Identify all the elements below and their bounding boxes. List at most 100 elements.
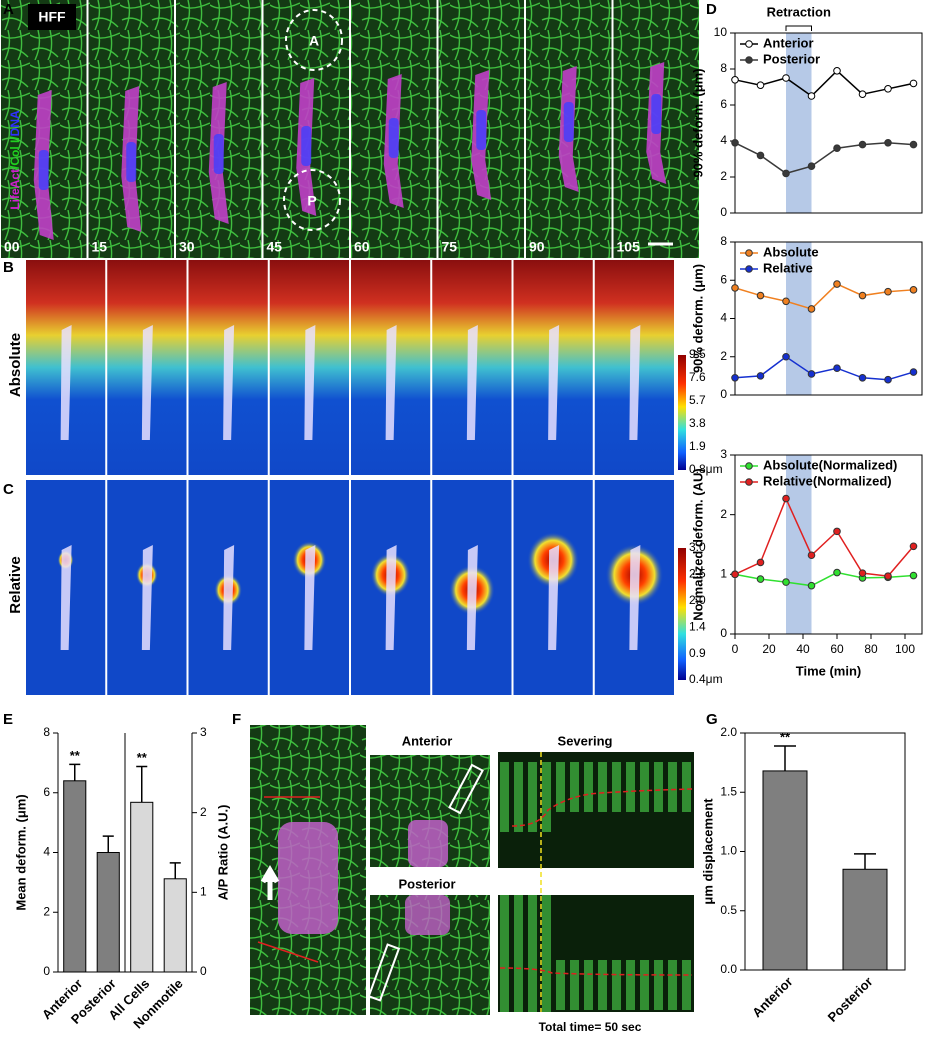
f-label: Anterior bbox=[402, 733, 453, 748]
series-line bbox=[734, 496, 915, 577]
series-line bbox=[734, 355, 914, 381]
cell bbox=[385, 325, 397, 650]
point bbox=[782, 578, 790, 586]
point bbox=[833, 364, 841, 373]
kymo-stripe bbox=[612, 960, 621, 1010]
axis-label: Time (min) bbox=[796, 663, 862, 678]
time-label: 75 bbox=[442, 239, 458, 255]
point bbox=[833, 568, 841, 577]
kymo-stripe bbox=[654, 762, 663, 812]
row-label: Absolute bbox=[7, 333, 24, 397]
colorbar-label: 3.0 bbox=[689, 540, 706, 554]
x-tick-label: 40 bbox=[796, 642, 810, 656]
kymo-stripe bbox=[584, 762, 593, 812]
nucleus bbox=[388, 118, 399, 158]
y-tick-label: 1 bbox=[200, 885, 207, 899]
colorbar-label: 5.7 bbox=[689, 393, 706, 407]
kymo-stripe bbox=[584, 960, 593, 1010]
bar bbox=[96, 852, 120, 973]
cell bbox=[223, 325, 235, 650]
legend-label: Absolute(Normalized) bbox=[763, 457, 897, 472]
point bbox=[807, 581, 816, 590]
legend-label: Relative(Normalized) bbox=[763, 473, 892, 488]
plot-frame bbox=[734, 32, 923, 214]
point bbox=[731, 284, 739, 292]
panel-label: F bbox=[232, 711, 241, 728]
point bbox=[782, 169, 790, 178]
row-label: Relative bbox=[7, 556, 24, 614]
point bbox=[731, 570, 739, 579]
nucleus bbox=[301, 126, 312, 166]
y-tick-label: 2 bbox=[720, 169, 727, 183]
kymo-stripe bbox=[598, 762, 607, 812]
error-bar bbox=[136, 765, 148, 803]
kymographs bbox=[498, 752, 694, 1012]
x-tick-label: 60 bbox=[830, 642, 844, 656]
point bbox=[884, 572, 892, 580]
y-tick-label: 0 bbox=[720, 387, 727, 401]
nucleus bbox=[651, 94, 662, 134]
legend-marker bbox=[745, 478, 753, 486]
axis-label: 90% deform. (μm) bbox=[690, 264, 705, 373]
y-tick-label: 0 bbox=[200, 964, 207, 978]
legend-marker bbox=[745, 265, 753, 273]
legend-marker bbox=[745, 40, 753, 48]
colorbar-label: 0.8μm bbox=[689, 462, 723, 476]
y-tick-label: 2 bbox=[720, 349, 727, 363]
annotation: Retraction bbox=[767, 4, 831, 19]
kymo-stripe bbox=[542, 762, 551, 832]
y-tick-label: 2.0 bbox=[720, 725, 737, 739]
colorbar-label: 0.9 bbox=[689, 646, 706, 660]
y-tick-label: 0 bbox=[720, 205, 727, 219]
kymo-stripe bbox=[514, 762, 523, 832]
x-tick-label: 20 bbox=[762, 642, 776, 656]
error-bar bbox=[169, 862, 181, 879]
kymo-stripe bbox=[640, 762, 649, 812]
cell bbox=[408, 820, 448, 867]
panel-label: B bbox=[3, 259, 14, 276]
kymo-stripe bbox=[626, 762, 635, 812]
trace bbox=[511, 788, 693, 827]
x-tick-label: 0 bbox=[732, 642, 739, 656]
colorbar bbox=[678, 548, 686, 680]
plot-frame bbox=[734, 454, 923, 635]
point bbox=[909, 571, 918, 580]
bar bbox=[130, 801, 154, 973]
point bbox=[807, 370, 816, 378]
kymo-stripe bbox=[514, 895, 523, 1012]
f-label: Posterior bbox=[398, 876, 455, 891]
y-tick-label: 2 bbox=[720, 507, 727, 521]
point bbox=[909, 542, 918, 551]
y-tick-label: 1 bbox=[720, 567, 727, 581]
kymo-stripe bbox=[668, 960, 677, 1010]
axis-label: A/P Ratio (A.U.) bbox=[215, 805, 230, 901]
error-bar bbox=[102, 835, 114, 853]
region-label: A bbox=[309, 33, 319, 49]
legend-marker bbox=[745, 249, 753, 257]
kymo-stripe bbox=[682, 960, 691, 1010]
series-line bbox=[734, 571, 914, 587]
colorbar-label: 1.4 bbox=[689, 619, 706, 633]
cell-line: HFF bbox=[38, 9, 66, 25]
time-label: 105 bbox=[617, 239, 641, 255]
kymo-stripe bbox=[668, 762, 677, 812]
point bbox=[858, 140, 867, 149]
kymo-stripe bbox=[682, 762, 691, 812]
y-tick-label: 3 bbox=[200, 725, 207, 739]
x-tick-label: 80 bbox=[864, 642, 878, 656]
kymo-stripe bbox=[556, 960, 565, 1010]
point bbox=[909, 140, 918, 149]
point bbox=[909, 286, 918, 294]
point bbox=[909, 368, 918, 376]
cell bbox=[304, 325, 316, 650]
nucleus bbox=[126, 142, 137, 182]
kymo-stripe bbox=[500, 895, 509, 1012]
point bbox=[756, 372, 765, 380]
legend-marker bbox=[745, 462, 753, 470]
series-line bbox=[734, 69, 914, 97]
bracket bbox=[785, 25, 812, 31]
point bbox=[833, 527, 841, 536]
cell bbox=[141, 325, 153, 650]
point bbox=[782, 74, 790, 82]
